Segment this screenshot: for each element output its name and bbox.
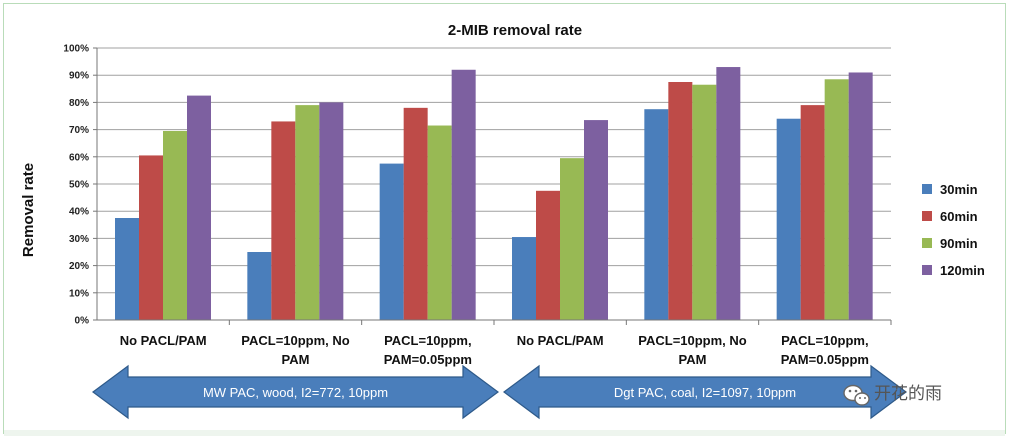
category-label: PAM=0.05ppm: [384, 352, 472, 367]
bar-30min: [115, 218, 139, 320]
wechat-icon: [843, 384, 870, 406]
bar-60min: [271, 121, 296, 320]
bar-30min: [776, 118, 801, 320]
bar-120min: [848, 72, 873, 320]
watermark: 开花的雨: [843, 384, 942, 406]
legend-swatch: [922, 238, 932, 248]
y-tick-label: 10%: [69, 288, 89, 299]
y-tick-label: 50%: [69, 180, 89, 191]
y-tick-label: 0%: [75, 316, 90, 327]
bar-120min: [584, 120, 608, 320]
chart-title: 2-MIB removal rate: [448, 22, 582, 39]
bar-90min: [824, 79, 849, 320]
axes: [96, 48, 892, 325]
bar-90min: [560, 158, 584, 320]
bar-120min: [451, 69, 476, 320]
legend: 30min 60min 90min 120min: [922, 182, 985, 278]
bar-30min: [379, 163, 404, 320]
legend-swatch: [922, 184, 932, 194]
legend-swatch: [922, 211, 932, 221]
y-tick-label: 40%: [69, 207, 89, 218]
y-tick-label: 100%: [63, 44, 89, 55]
bar-60min: [668, 82, 693, 320]
legend-swatch: [922, 265, 932, 275]
y-tick-labels: 0% 10% 20% 30% 40% 50% 60% 70% 80% 90% 100%: [63, 44, 97, 327]
bar-60min: [139, 155, 163, 320]
bar-120min: [319, 102, 344, 321]
category-labels: No PACL/PAM PACL=10ppm, No PAM PACL=10ppm, P…: [120, 333, 869, 367]
y-tick-label: 60%: [69, 152, 89, 163]
y-tick-label: 20%: [69, 261, 89, 272]
gridlines: [97, 47, 891, 294]
category-label: PACL=10ppm, No: [241, 333, 350, 348]
y-tick-label: 30%: [69, 234, 89, 245]
y-tick-label: 90%: [69, 71, 89, 82]
y-axis-label: Removal rate: [20, 163, 37, 257]
category-label: PACL=10ppm,: [781, 333, 869, 348]
bar-30min: [644, 109, 669, 320]
group-arrow: [502, 364, 908, 420]
legend-label: 120min: [940, 263, 985, 278]
bar-90min: [163, 130, 187, 320]
bar-90min: [692, 84, 717, 320]
group-arrow-label: MW PAC, wood, I2=772, 10ppm: [203, 385, 388, 400]
category-label: PAM: [282, 352, 310, 367]
y-tick-label: 70%: [69, 125, 89, 136]
y-tick-label: 80%: [69, 98, 89, 109]
legend-label: 60min: [940, 209, 978, 224]
category-label: No PACL/PAM: [120, 333, 207, 348]
bar-30min: [512, 237, 536, 320]
category-label: PACL=10ppm,: [384, 333, 472, 348]
legend-label: 90min: [940, 236, 978, 251]
bar-90min: [427, 125, 452, 321]
bar-120min: [716, 67, 741, 320]
bars: [115, 67, 873, 321]
group-arrow-label: Dgt PAC, coal, I2=1097, 10ppm: [614, 385, 796, 400]
category-label: PAM=0.05ppm: [781, 352, 869, 367]
bar-60min: [800, 105, 825, 321]
group-arrows: MW PAC, wood, I2=772, 10ppm Dgt PAC, coal…: [91, 364, 908, 420]
bar-60min: [536, 190, 560, 320]
legend-label: 30min: [940, 182, 978, 197]
group-arrow: [91, 364, 500, 420]
category-label: No PACL/PAM: [517, 333, 604, 348]
bar-60min: [403, 107, 428, 320]
category-label: PAM: [679, 352, 707, 367]
category-label: PACL=10ppm, No: [638, 333, 747, 348]
bar-90min: [295, 105, 320, 321]
watermark-text: 开花的雨: [874, 384, 942, 403]
bar-120min: [187, 95, 211, 320]
bottom-strip: [4, 430, 1005, 436]
bar-30min: [247, 252, 272, 320]
